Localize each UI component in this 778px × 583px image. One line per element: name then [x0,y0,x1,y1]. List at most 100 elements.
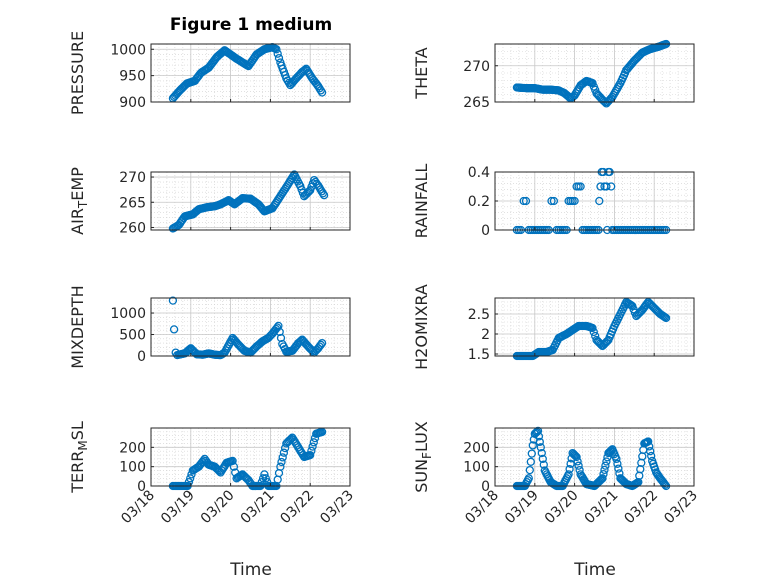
y-axis-label-text: SUN [412,459,431,493]
data-point [537,448,546,458]
data-point [576,182,585,191]
data-point [275,327,284,337]
y-tick-label: 260 [119,220,146,236]
data-point [573,457,582,466]
data-point [307,446,316,455]
data-point [660,480,670,489]
data-point [277,457,286,467]
y-axis-label: PRESSURE [68,31,87,115]
data-point [519,196,528,206]
data-point [261,474,270,483]
data-point [276,462,285,471]
data-point [272,45,281,54]
data-point [306,450,315,460]
data-point [614,464,623,473]
y-axis-label: TERRMSL [68,421,90,494]
subplot-2: 265 270 THETA [412,39,695,111]
axes-box [150,297,351,357]
data-point [317,88,327,97]
data-point [186,474,195,483]
y-tick-label: 0 [481,223,490,239]
data-point [318,189,328,198]
data-point [597,340,606,349]
data-point [574,461,583,470]
data-point [521,196,531,206]
data-series [168,43,327,103]
y-axis-label-text: TERR [68,451,87,494]
data-point [549,196,559,206]
data-point [285,435,295,445]
y-axis-label: RAINFALL [412,164,431,239]
y-tick-label: 950 [119,69,146,85]
data-point [169,325,179,334]
y-tick-label: 500 [119,328,146,344]
axes-box [494,297,695,357]
y-tick-label: 270 [119,170,146,186]
y-tick-label: 270 [463,59,490,75]
y-axis-label: MIXDEPTH [68,285,87,368]
data-point [304,187,314,196]
data-point [168,296,178,305]
data-point [646,447,655,456]
data-point [273,49,282,58]
data-point [595,339,605,348]
y-axis-label-text: MIXDEPTH [68,285,87,368]
data-point [600,465,609,475]
subplot-3: 260 265 270 AIRTEMP [68,167,351,236]
data-point [278,453,287,462]
data-point [526,457,535,466]
y-axis-label: THETA [412,47,431,99]
data-point [303,188,312,197]
y-axis-label-text: EMP [68,167,87,201]
y-tick-label: 100 [463,460,490,476]
y-tick-label: 0.2 [468,194,490,210]
data-point [260,470,269,479]
data-point [599,469,608,479]
data-point [524,474,533,483]
data-point [309,438,318,447]
data-point [644,437,653,446]
data-point [533,426,543,436]
data-point [274,53,284,63]
data-point [607,182,616,191]
data-point [308,442,317,451]
y-axis-label-text: RAINFALL [412,164,431,239]
axes-box [150,171,351,231]
y-axis-label-subscript: T [76,200,90,209]
data-point [273,323,282,332]
subplot-5: 0 500 1000 MIXDEPTH [68,285,351,369]
y-axis-label: SUNFLUX [412,421,434,493]
y-tick-label: 200 [119,440,146,456]
y-axis-label-text: PRESSURE [68,31,87,115]
data-point [612,454,621,464]
data-point [539,460,548,469]
axes-box [150,43,351,103]
data-point [571,451,580,461]
data-point [547,196,556,206]
y-tick-label: 265 [119,195,146,211]
x-axis-label-right: Time [573,560,616,580]
y-tick-label: 200 [463,440,490,456]
data-point [645,442,654,451]
data-point [229,462,239,471]
y-tick-label: 0 [481,479,490,495]
data-point [187,470,196,479]
data-point [588,323,597,333]
y-tick-label: 1000 [110,306,146,322]
y-axis-label-subscript: F [420,452,434,459]
data-point [279,448,289,457]
data-point [228,456,237,466]
data-point [528,441,537,450]
data-point [319,191,329,200]
data-point [647,451,656,461]
data-point [595,196,604,206]
data-point [535,437,544,447]
x-axis-label-left: Time [229,560,272,580]
data-point [276,333,286,343]
data-point [659,312,668,321]
data-point [274,321,283,331]
data-point [534,432,544,441]
figure-title: Figure 1 medium [170,15,332,35]
